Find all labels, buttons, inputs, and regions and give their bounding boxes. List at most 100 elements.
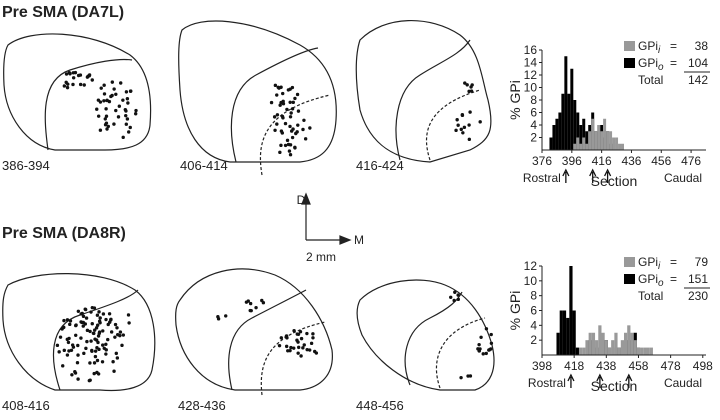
- dot: [244, 300, 249, 304]
- x-tick-label: 436: [621, 154, 641, 168]
- y-axis-title: % GPi: [507, 80, 523, 120]
- dot: [288, 124, 292, 129]
- total-label: Total: [638, 73, 663, 87]
- dot: [454, 128, 458, 133]
- dot: [129, 89, 133, 93]
- legend-swatch: [624, 58, 635, 68]
- dot: [109, 317, 113, 322]
- dot: [93, 349, 98, 353]
- dot: [288, 153, 293, 157]
- bar: [585, 340, 589, 355]
- dot: [269, 100, 274, 105]
- dot: [95, 313, 100, 317]
- y-tick-label: 12: [524, 259, 538, 273]
- dot: [489, 332, 493, 337]
- dot: [125, 117, 130, 121]
- x-tick-label: 398: [532, 359, 552, 373]
- dot: [78, 73, 83, 77]
- bar: [640, 347, 644, 355]
- dot: [95, 358, 100, 363]
- dot: [85, 328, 90, 333]
- dot: [62, 318, 66, 323]
- dot: [114, 108, 118, 113]
- dot: [76, 353, 80, 357]
- dot: [85, 339, 89, 344]
- dot: [92, 361, 97, 365]
- dot: [314, 351, 319, 355]
- y-tick-label: 4: [530, 118, 537, 132]
- bar: [579, 125, 583, 150]
- dot: [87, 73, 92, 77]
- dot: [104, 114, 109, 118]
- dot: [460, 113, 465, 117]
- dot: [279, 143, 283, 148]
- dot: [293, 96, 297, 101]
- dot: [103, 122, 108, 127]
- rostral-label: Rostral: [523, 171, 561, 185]
- dot: [102, 92, 107, 96]
- dot: [81, 324, 85, 328]
- dot: [476, 347, 480, 351]
- scale-label: 2 mm: [306, 250, 336, 264]
- bar: [627, 325, 631, 355]
- dot: [108, 320, 112, 324]
- dot: [272, 115, 277, 119]
- bar: [582, 347, 586, 355]
- dot: [126, 130, 131, 134]
- dot: [79, 312, 83, 316]
- section-label: 386-394: [2, 158, 50, 173]
- legend-subscript: o: [658, 278, 664, 289]
- section-arrow: [596, 373, 604, 388]
- dot: [289, 345, 293, 350]
- bar: [598, 325, 602, 355]
- dot: [83, 307, 87, 311]
- dot: [133, 112, 138, 116]
- dot: [90, 305, 95, 310]
- dot: [273, 128, 277, 132]
- dot: [95, 107, 99, 111]
- dot: [281, 116, 285, 120]
- bar: [572, 310, 576, 355]
- x-tick-label: 456: [651, 154, 671, 168]
- dot: [121, 98, 125, 102]
- dot: [284, 335, 288, 339]
- x-tick-label: 458: [628, 359, 648, 373]
- dot: [477, 342, 481, 347]
- dot: [481, 352, 485, 356]
- dot: [459, 127, 463, 132]
- bar: [559, 310, 563, 355]
- bar: [601, 332, 605, 355]
- dot: [81, 314, 86, 319]
- dot: [115, 356, 120, 360]
- section-label: 448-456: [356, 398, 404, 413]
- dot: [279, 336, 284, 340]
- legend-subscript: o: [658, 62, 664, 73]
- dot: [479, 335, 483, 339]
- dot: [100, 360, 105, 364]
- dot: [70, 343, 75, 347]
- dot: [295, 92, 300, 97]
- dot: [124, 109, 128, 113]
- dot: [292, 346, 296, 350]
- dot: [64, 80, 68, 85]
- bar: [576, 112, 580, 150]
- dot: [68, 72, 72, 76]
- dot: [465, 83, 469, 87]
- section-drawing: [2, 273, 156, 392]
- y-tick-label: 2: [530, 131, 537, 145]
- dot: [58, 335, 63, 339]
- dot: [121, 333, 126, 337]
- bar: [575, 347, 579, 355]
- dot: [102, 99, 106, 103]
- dot: [69, 348, 74, 352]
- legend-name: GPi: [638, 56, 658, 70]
- dot: [309, 341, 314, 346]
- y-tick-label: 6: [530, 304, 537, 318]
- dot: [119, 81, 123, 85]
- dot: [74, 323, 78, 328]
- x-tick-label: 476: [681, 154, 701, 168]
- dot: [112, 122, 116, 126]
- dot: [296, 340, 300, 344]
- orientation: [301, 192, 352, 245]
- legend-label: GPio: [638, 272, 664, 289]
